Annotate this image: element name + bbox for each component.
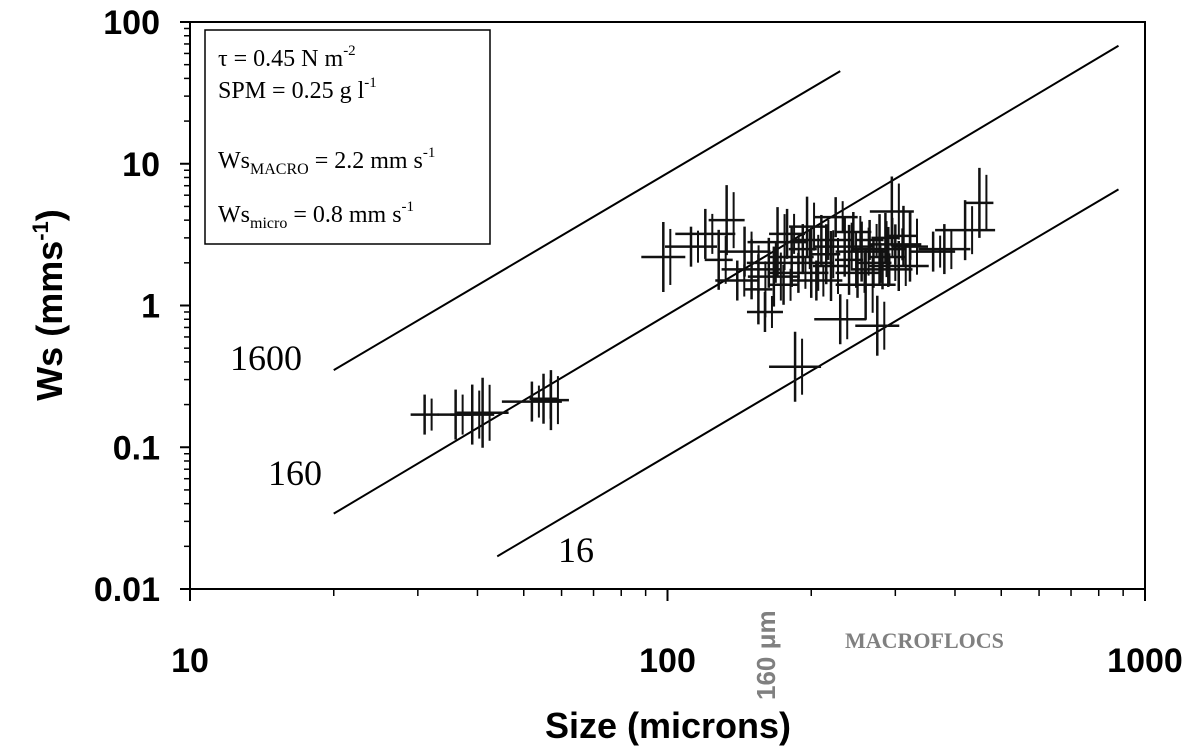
ref-line-label-16: 16: [558, 530, 594, 570]
data-point: [450, 384, 495, 445]
data-point: [813, 197, 858, 238]
annotation-macroflocs: MACROFLOCS: [845, 628, 1004, 653]
legend-box: [204, 29, 491, 245]
data-point: [747, 207, 808, 278]
data-point: [456, 377, 509, 448]
data-point: [769, 331, 822, 402]
data-point: [788, 224, 817, 275]
reference-line-16: [496, 188, 1119, 558]
y-tick-label: 0.1: [113, 429, 160, 467]
data-point: [911, 231, 956, 272]
data-point: [410, 394, 439, 435]
data-point: [708, 185, 745, 256]
data-point: [855, 295, 900, 356]
legend-ws-micro: Wsmicro = 0.8 mm s-1: [218, 199, 414, 232]
data-point: [935, 200, 996, 261]
reference-line-1600: [333, 70, 841, 371]
data-point: [965, 167, 994, 238]
x-tick-label: 100: [639, 642, 696, 680]
y-axis-ticks: 100 10 1 0.1 0.01: [94, 4, 190, 609]
y-tick-label: 1: [141, 288, 160, 326]
ref-line-label-160: 160: [268, 453, 322, 493]
y-tick-label: 0.01: [94, 571, 160, 609]
legend-spm: SPM = 0.25 g l-1: [218, 75, 377, 104]
annotation-160-um: 160 μm: [751, 610, 781, 700]
x-axis-ticks: 10 100 1000: [171, 589, 1183, 680]
data-point: [529, 373, 558, 424]
data-point: [835, 212, 872, 253]
data-point: [868, 240, 929, 291]
data-point: [814, 216, 875, 277]
data-points: [410, 167, 996, 448]
x-tick-label: 10: [171, 642, 209, 680]
y-axis-title: Ws (mms-1): [28, 209, 70, 401]
y-tick-label: 10: [122, 146, 160, 184]
data-point: [918, 224, 971, 275]
data-point: [812, 224, 841, 285]
x-axis-title: Size (microns): [545, 705, 791, 746]
data-point: [501, 381, 562, 422]
ref-line-label-1600: 1600: [230, 338, 302, 378]
data-point: [532, 370, 569, 431]
data-point: [789, 196, 826, 257]
y-tick-label: 100: [103, 4, 160, 42]
data-point: [814, 294, 867, 345]
data-point: [892, 211, 929, 282]
x-tick-label: 1000: [1107, 642, 1183, 680]
legend-ws-macro: WsMACRO = 2.2 mm s-1: [218, 145, 435, 178]
legend-tau: τ = 0.45 N m-2: [218, 43, 356, 72]
data-point: [746, 291, 783, 332]
data-point: [641, 221, 686, 292]
